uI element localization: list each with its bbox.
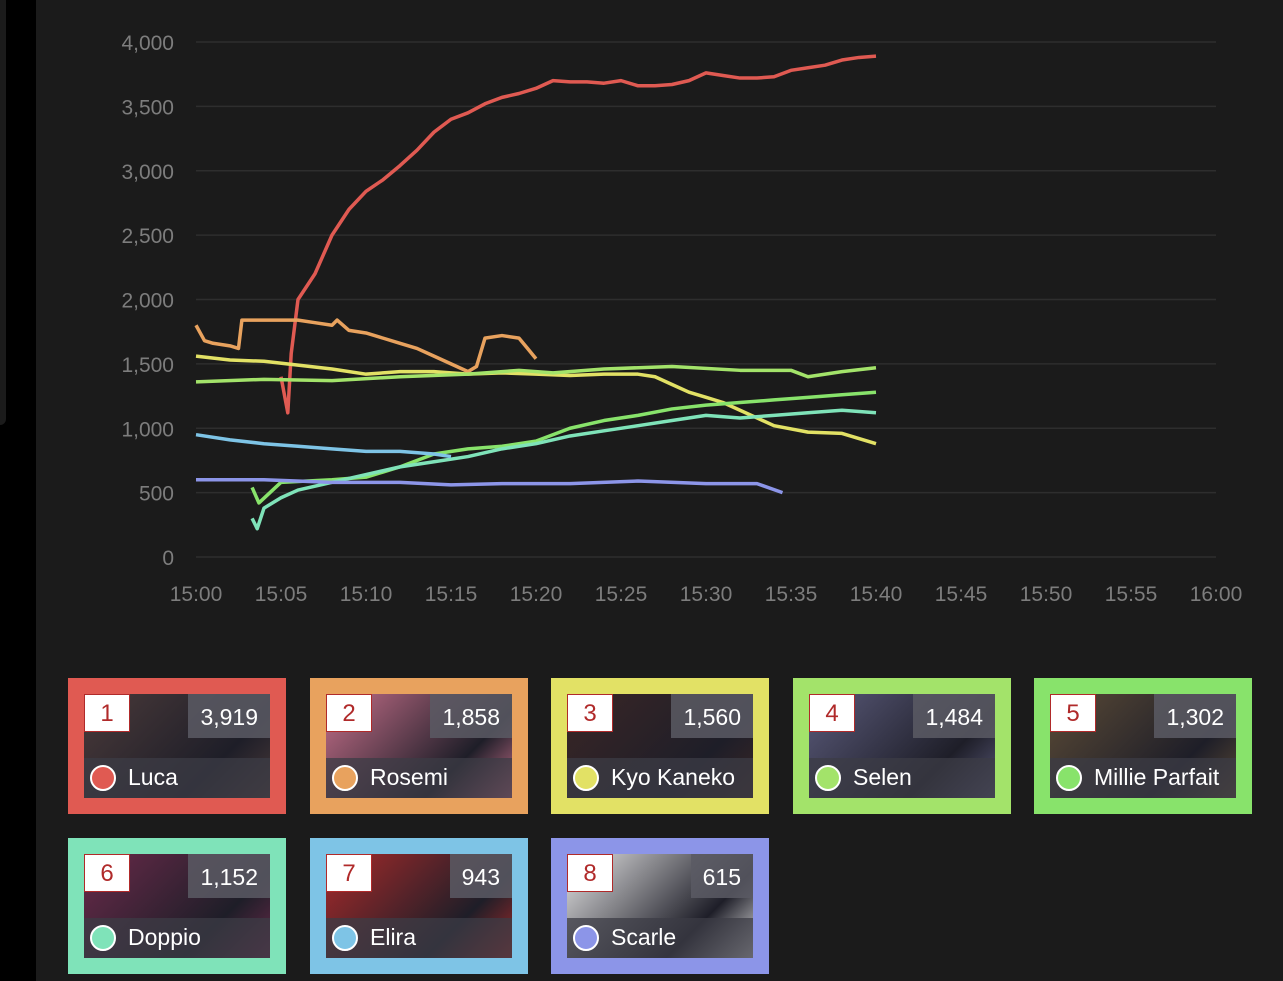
x-tick-label: 16:00 — [1190, 583, 1243, 606]
stream-card-rosemi[interactable]: 2 1,858 Rosemi — [310, 678, 528, 814]
rank-badge: 1 — [84, 694, 130, 732]
x-tick-label: 15:00 — [170, 583, 223, 606]
y-tick-label: 0 — [162, 547, 174, 570]
streamer-name-bar: Kyo Kaneko — [567, 758, 753, 798]
streamer-name: Luca — [128, 764, 178, 790]
y-tick-label: 3,500 — [121, 96, 174, 119]
stream-card-elira[interactable]: 7 943 Elira — [310, 838, 528, 974]
x-tick-label: 15:55 — [1105, 583, 1158, 606]
rank-badge: 3 — [567, 694, 613, 732]
x-tick-label: 15:10 — [340, 583, 393, 606]
avatar — [573, 925, 599, 951]
rank-badge: 6 — [84, 854, 130, 892]
x-tick-label: 15:30 — [680, 583, 733, 606]
streamer-name-bar: Doppio — [84, 918, 270, 958]
series-line-rosemi — [194, 318, 538, 374]
y-axis-ticks: 4,000 3,500 3,000 2,500 2,000 1,500 1,000 500 0 — [121, 32, 174, 570]
avatar — [573, 765, 599, 791]
avatar — [332, 765, 358, 791]
y-tick-label: 4,000 — [121, 32, 174, 55]
y-tick-label: 1,500 — [121, 354, 174, 377]
streamer-name-bar: Rosemi — [326, 758, 512, 798]
streamer-name: Elira — [370, 924, 417, 950]
x-tick-label: 15:25 — [595, 583, 648, 606]
x-tick-label: 15:35 — [765, 583, 818, 606]
background-panel-edge — [0, 0, 6, 425]
avatar — [1056, 765, 1082, 791]
y-tick-label: 2,000 — [121, 290, 174, 313]
stream-card-doppio[interactable]: 6 1,152 Doppio — [68, 838, 286, 974]
avatar — [90, 925, 116, 951]
y-tick-label: 1,000 — [121, 418, 174, 441]
x-axis-ticks: 15:00 15:05 15:10 15:15 15:20 15:25 15:30 15:35… — [170, 583, 1243, 606]
line-chart: 4,0003,5003,0002,5002,0001,5001,0005000 … — [121, 32, 1243, 606]
rank-badge: 8 — [567, 854, 613, 892]
series-lines — [194, 54, 877, 531]
avatar — [90, 765, 116, 791]
stream-card-selen[interactable]: 4 1,484 Selen — [793, 678, 1011, 814]
streamer-name: Scarle — [611, 924, 677, 950]
stream-card-millie-parfait[interactable]: 5 1,302 Millie Parfait — [1034, 678, 1252, 814]
streamer-name-bar: Millie Parfait — [1050, 758, 1236, 798]
x-tick-label: 15:45 — [935, 583, 988, 606]
y-tick-label: 500 — [139, 483, 174, 506]
streamer-name: Doppio — [128, 924, 201, 950]
streamer-name: Millie Parfait — [1094, 764, 1220, 790]
series-line-millie-parfait — [250, 390, 877, 505]
series-line-scarle — [196, 478, 784, 495]
x-tick-label: 15:20 — [510, 583, 563, 606]
rank-badge: 5 — [1050, 694, 1096, 732]
streamer-name: Rosemi — [370, 764, 448, 790]
chart-panel — [36, 0, 1283, 981]
viewer-count: 1,302 — [1154, 694, 1236, 738]
stream-card-kyo-kaneko[interactable]: 3 1,560 Kyo Kaneko — [551, 678, 769, 814]
viewer-count: 1,484 — [913, 694, 995, 738]
rank-badge: 2 — [326, 694, 372, 732]
streamer-name-bar: Luca — [84, 758, 270, 798]
avatar — [332, 925, 358, 951]
viewer-count: 943 — [449, 854, 512, 898]
series-line-doppio — [250, 408, 877, 531]
viewer-count: 615 — [690, 854, 753, 898]
viewer-count: 1,858 — [430, 694, 512, 738]
streamer-name-bar: Scarle — [567, 918, 753, 958]
viewer-count: 3,919 — [188, 694, 270, 738]
viewer-count: 1,560 — [671, 694, 753, 738]
x-tick-label: 15:15 — [425, 583, 478, 606]
avatar — [815, 765, 841, 791]
viewer-count: 1,152 — [188, 854, 270, 898]
series-line-elira — [195, 432, 452, 459]
grid-lines — [196, 41, 1216, 558]
y-tick-label: 3,000 — [121, 161, 174, 184]
y-tick-label: 2,500 — [121, 225, 174, 248]
rank-badge: 7 — [326, 854, 372, 892]
rank-badge: 4 — [809, 694, 855, 732]
streamer-name: Selen — [853, 764, 912, 790]
stream-card-scarle[interactable]: 8 615 Scarle — [551, 838, 769, 974]
x-tick-label: 15:05 — [255, 583, 308, 606]
streamer-name-bar: Elira — [326, 918, 512, 958]
stream-card-luca[interactable]: 1 3,919 Luca — [68, 678, 286, 814]
streamer-name: Kyo Kaneko — [611, 764, 736, 790]
series-line-selen — [195, 364, 877, 384]
streamer-name-bar: Selen — [809, 758, 995, 798]
x-tick-label: 15:40 — [850, 583, 903, 606]
x-tick-label: 15:50 — [1020, 583, 1073, 606]
series-line-luca — [279, 54, 877, 415]
